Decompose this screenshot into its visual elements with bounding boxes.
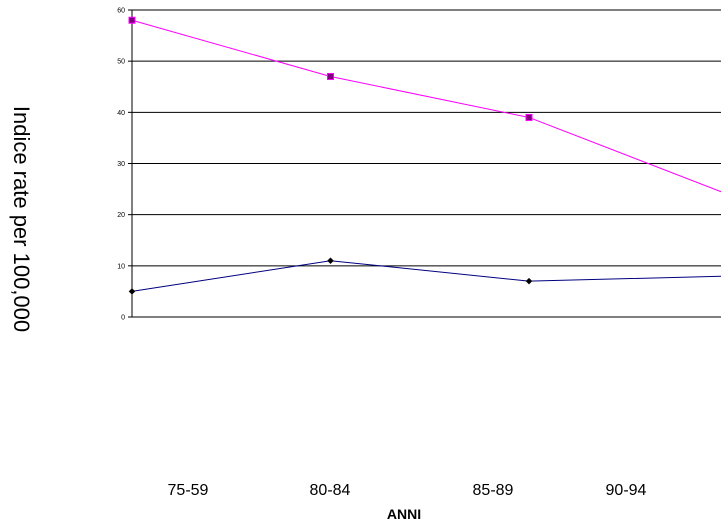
- series-1-point-2: [525, 277, 533, 285]
- y-axis-label: Indice rate per 100,000: [9, 106, 34, 332]
- y-tick-label-2: 20: [117, 212, 125, 219]
- series-layer: [128, 16, 721, 295]
- series-0-point-2: [525, 113, 533, 121]
- series-0-point-1: [327, 73, 334, 81]
- x-axis-categories: 75-59 80-84 85-89 90-94: [168, 482, 647, 499]
- gridlines: [128, 9, 721, 318]
- y-tick-label-5: 50: [117, 59, 125, 66]
- series-0-line: [131, 19, 721, 193]
- y-tick-label-6: 60: [117, 8, 125, 15]
- series-1-line: [131, 260, 721, 292]
- y-tick-label-1: 10: [117, 263, 125, 270]
- x-axis-label: ANNI: [387, 506, 421, 522]
- series-1-point-0: [128, 288, 136, 295]
- series-1-point-1: [327, 257, 334, 265]
- x-category-label-3: 90-94: [606, 482, 647, 499]
- y-tick-label-3: 30: [117, 161, 125, 168]
- x-category-label-2: 85-89: [473, 482, 514, 499]
- x-category-label-1: 80-84: [310, 482, 351, 499]
- series-0-point-0: [128, 16, 136, 24]
- y-axis-ticks: 0 10 20 30 40 50 60: [117, 8, 125, 322]
- y-tick-label-0: 0: [121, 315, 125, 322]
- x-category-label-0: 75-59: [168, 482, 209, 499]
- y-tick-label-4: 40: [117, 110, 125, 117]
